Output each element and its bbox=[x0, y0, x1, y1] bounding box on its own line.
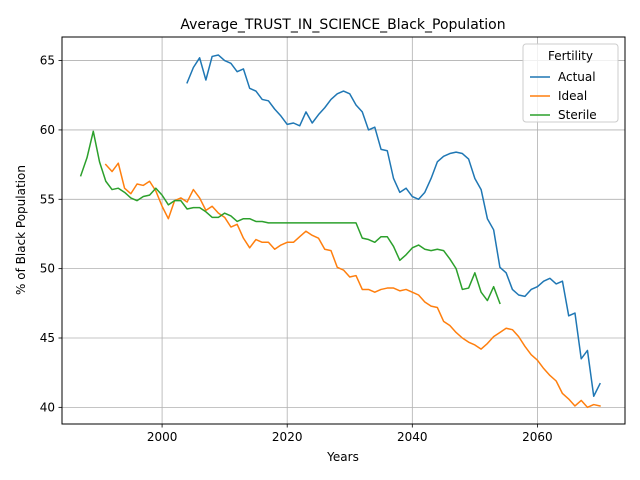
legend: Fertility Actual Ideal Sterile bbox=[522, 43, 619, 123]
series-lines bbox=[79, 54, 601, 409]
chart-title: Average_TRUST_IN_SCIENCE_Black_Populatio… bbox=[180, 17, 505, 33]
series-line-actual bbox=[186, 54, 601, 398]
y-tick-label: 60 bbox=[40, 123, 55, 137]
legend-label-sterile: Sterile bbox=[558, 108, 597, 122]
y-tick-label: 40 bbox=[40, 400, 55, 414]
y-tick-label: 50 bbox=[40, 262, 55, 276]
legend-label-actual: Actual bbox=[558, 70, 596, 84]
legend-title: Fertility bbox=[548, 49, 593, 63]
x-axis-label: Years bbox=[326, 450, 359, 464]
x-tick-label: 2060 bbox=[522, 430, 553, 444]
x-tick-label: 2020 bbox=[272, 430, 303, 444]
y-tick-label: 65 bbox=[40, 54, 55, 68]
y-tick-label: 45 bbox=[40, 331, 55, 345]
plot-frame bbox=[61, 36, 626, 425]
legend-items: Actual Ideal Sterile bbox=[530, 70, 597, 122]
y-tick-label: 55 bbox=[40, 192, 55, 206]
series-line-sterile bbox=[79, 130, 501, 305]
series-line-ideal bbox=[104, 162, 601, 409]
x-tick-label: 2000 bbox=[147, 430, 178, 444]
legend-label-ideal: Ideal bbox=[558, 89, 587, 103]
x-tick-label: 2040 bbox=[397, 430, 428, 444]
y-axis-label: % of Black Population bbox=[14, 165, 28, 295]
legend-box bbox=[522, 43, 619, 123]
axis-ticks: 2000 2020 2040 2060 40 45 50 55 60 65 bbox=[40, 54, 553, 444]
